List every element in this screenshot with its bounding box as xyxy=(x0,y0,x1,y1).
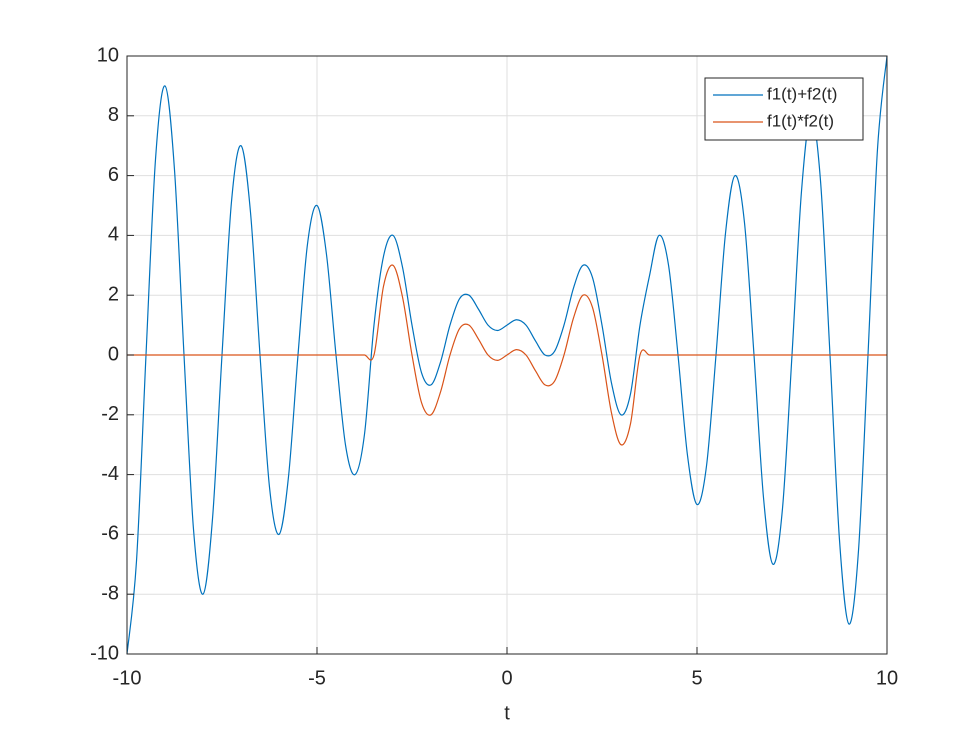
legend-label: f1(t)*f2(t) xyxy=(767,111,834,130)
x-tick-label: -10 xyxy=(113,667,142,689)
legend-label: f1(t)+f2(t) xyxy=(767,84,837,103)
x-axis-label: t xyxy=(504,702,510,724)
series-line xyxy=(127,264,887,446)
y-tick-label: -10 xyxy=(90,642,119,664)
series-line xyxy=(126,55,888,655)
x-tick-label: 5 xyxy=(691,667,702,689)
x-tick-label: -5 xyxy=(308,667,326,689)
y-tick-label: 10 xyxy=(97,44,119,66)
legend-box xyxy=(704,77,864,141)
y-tick-label: -6 xyxy=(101,523,119,545)
y-tick-label: -4 xyxy=(101,463,119,485)
ticks: -10 -5 0 5 10 -10 -8 -6 -4 -2 0 2 4 6 8 10 xyxy=(90,44,898,689)
y-tick-label: 2 xyxy=(108,283,119,305)
y-tick-label: 0 xyxy=(108,343,119,365)
y-tick-label: -8 xyxy=(101,582,119,604)
y-tick-label: 4 xyxy=(108,224,119,246)
x-tick-label: 0 xyxy=(501,667,512,689)
y-tick-label: -2 xyxy=(101,403,119,425)
lines xyxy=(126,55,888,655)
y-tick-label: 6 xyxy=(108,164,119,186)
x-tick-label: 10 xyxy=(876,667,898,689)
legend: f1(t)+f2(t) f1(t)*f2(t) xyxy=(704,77,864,141)
y-tick-label: 8 xyxy=(108,104,119,126)
